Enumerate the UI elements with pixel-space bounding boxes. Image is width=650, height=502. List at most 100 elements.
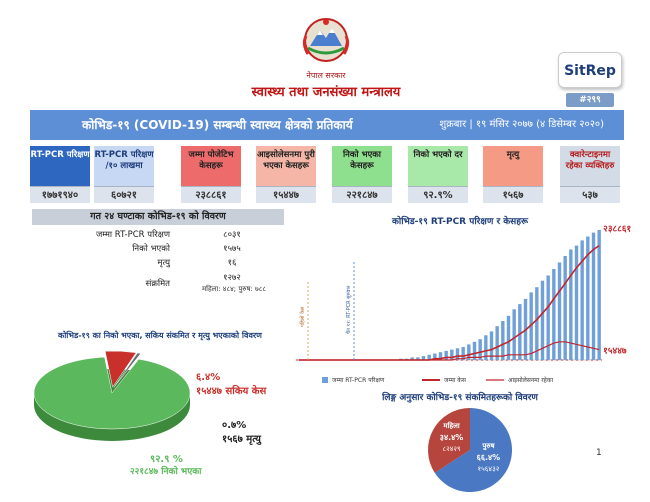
test-bar bbox=[478, 339, 482, 360]
end-label-isolation: १५४४७ bbox=[603, 347, 627, 357]
test-bar bbox=[546, 275, 550, 360]
row-label: निको भएको bbox=[132, 244, 170, 254]
card-total-positive-value: २३८८६१ bbox=[181, 186, 241, 203]
test-bar bbox=[444, 350, 448, 360]
row-label: मृत्यु bbox=[157, 258, 170, 268]
card-deaths-value: १५६७ bbox=[483, 186, 543, 203]
sex-slice-name: पुरुष bbox=[481, 442, 495, 451]
test-bar bbox=[467, 344, 471, 360]
infected-breakdown: महिला: ४८४; पुरुष: ७८८ bbox=[201, 285, 267, 293]
test-bar bbox=[569, 249, 573, 360]
card-isolation-value: १५४४७ bbox=[256, 186, 316, 203]
card-quarantine-value: ५३७ bbox=[560, 186, 620, 203]
pie-slice-0 bbox=[33, 356, 191, 430]
report-banner: कोभिड-१९ (COVID-19) सम्बन्धी स्वास्थ्य क… bbox=[30, 110, 624, 140]
test-bar bbox=[591, 232, 596, 360]
pie-death-pct: ०.७% bbox=[222, 420, 247, 431]
banner-title: कोभिड-१९ (COVID-19) सम्बन्धी स्वास्थ्य क… bbox=[82, 118, 353, 132]
nepal-emblem-icon bbox=[302, 18, 350, 62]
card-recovered-value: २२१८४७ bbox=[332, 186, 392, 203]
legend-isolation: आइसोलेसनमा रहेका bbox=[508, 376, 553, 384]
test-bar bbox=[540, 280, 545, 360]
row-value: १५७५ bbox=[223, 244, 241, 254]
test-bar bbox=[427, 354, 431, 360]
sex-slice-pct: ३४.४% bbox=[440, 433, 464, 442]
row-value: ८०३१ bbox=[223, 230, 241, 240]
annotation-first-case: पहिलो केस bbox=[299, 306, 306, 327]
last24-title: गत २४ घण्टाका कोभिड-१९ को विवरण bbox=[32, 209, 284, 225]
tests-cases-chart: पहिलो केस चैत ११: RT-PCR सुरुवात २३८८६१ १५४… bbox=[296, 225, 631, 384]
test-bar bbox=[518, 304, 522, 360]
pie-recovered-pct: ९२.९ % bbox=[150, 454, 183, 465]
sex-slice-0 bbox=[434, 408, 512, 492]
tests-cases-chart-title: कोभिड-१९ RT-PCR परिक्षण र केसहरू bbox=[391, 217, 529, 227]
government-label: नेपाल सरकार bbox=[306, 71, 346, 80]
card-recovered-label: निको भएका केसहरू bbox=[332, 146, 392, 186]
test-bar bbox=[489, 331, 494, 360]
sex-pie-chart: पुरुष ६६.४% १५६४३२ महिला ३४.४% ८२४२९ bbox=[428, 408, 512, 492]
test-bar bbox=[495, 326, 499, 360]
sex-pie-title: लिङ्ग अनुसार कोभिड-१९ संकमितहरूको विवरण bbox=[382, 393, 538, 403]
legend-tests: जम्मा RT-PCR परिक्षण bbox=[332, 376, 385, 384]
card-rtpcr-per-million-value: ६०७२१ bbox=[94, 186, 154, 203]
sex-slice-count: १५६४३२ bbox=[478, 465, 500, 473]
card-total-positive-label: जम्मा पोजेटिभ केसहरू bbox=[181, 146, 241, 186]
sitrep-number: #२९९ bbox=[566, 93, 614, 107]
row-value: १६ bbox=[227, 258, 237, 268]
test-bar bbox=[552, 269, 556, 360]
card-recovery-rate-label: निको भएको दर bbox=[408, 146, 468, 186]
sex-slice-count: ८२४२९ bbox=[442, 445, 461, 453]
test-bar bbox=[512, 309, 516, 360]
row-label: संक्रमित bbox=[145, 279, 170, 289]
isolation-line bbox=[298, 341, 600, 361]
card-rtpcr-label: RT-PCR परिक्षण bbox=[30, 146, 90, 186]
test-bar bbox=[586, 236, 590, 360]
test-bar bbox=[450, 349, 454, 360]
card-rtpcr-per-million-label: RT-PCR परिक्षण /१० लाखमा bbox=[94, 146, 154, 186]
test-bar bbox=[501, 321, 505, 360]
test-bar bbox=[574, 245, 579, 360]
legend-swatch-tests bbox=[322, 377, 328, 383]
test-bar bbox=[597, 230, 601, 360]
end-label-cases: २३८८६१ bbox=[603, 225, 631, 235]
sex-slice-name: महिला bbox=[442, 421, 460, 430]
test-bar bbox=[580, 240, 584, 360]
card-quarantine-label: क्वारेन्टाइनमा रहेका व्यक्तिहरु bbox=[560, 146, 620, 186]
test-bar bbox=[535, 287, 539, 360]
sitrep-badge: SitRep bbox=[558, 52, 622, 88]
sex-slice-1 bbox=[428, 408, 470, 473]
pie-active-pct: ६.४% bbox=[196, 372, 221, 383]
card-deaths-label: मृत्यु bbox=[483, 146, 543, 186]
pie-slice-2 bbox=[113, 352, 142, 388]
test-bar bbox=[461, 347, 465, 360]
pie-recovered-count: २२१८४७ निको भएका bbox=[130, 467, 202, 477]
test-bar bbox=[472, 341, 477, 360]
test-bar bbox=[433, 353, 437, 360]
test-bar bbox=[563, 256, 567, 360]
test-bar bbox=[421, 356, 426, 360]
banner-date: शुक्रबार | १९ मंसिर २०७७ (४ डिसेम्बर २०२… bbox=[439, 119, 604, 130]
outcome-pie-chart bbox=[33, 350, 191, 441]
test-bar bbox=[484, 335, 488, 360]
card-rtpcr-value: १७७१९४० bbox=[30, 186, 90, 203]
outcome-pie-title: कोभिड-१९ का निको भएका, सकिय संकमित र मृत… bbox=[58, 331, 262, 340]
test-bar bbox=[557, 262, 562, 360]
test-bar bbox=[506, 315, 511, 360]
test-bar bbox=[416, 357, 420, 360]
test-bar bbox=[529, 292, 533, 360]
legend-cases: जम्मा केस bbox=[444, 376, 467, 384]
pie-slice-1 bbox=[104, 350, 137, 388]
test-bar bbox=[455, 348, 460, 360]
ministry-title: स्वास्थ्य तथा जनसंख्या मन्त्रालय bbox=[251, 85, 401, 100]
test-bar bbox=[410, 357, 414, 360]
pie-active-count: १५४४७ सकिय केस bbox=[196, 386, 267, 397]
card-recovery-rate-value: ९२.९% bbox=[408, 186, 468, 203]
page-number: 1 bbox=[596, 448, 602, 458]
pie-death-count: १५६७ मृत्यु bbox=[222, 434, 261, 445]
sex-slice-pct: ६६.४% bbox=[477, 453, 501, 462]
annotation-rtpcr-start: चैत ११: RT-PCR सुरुवात bbox=[345, 285, 352, 334]
card-isolation-label: आइसोलेसनमा पुरी भएका केसहरू bbox=[256, 146, 316, 186]
test-bar bbox=[438, 352, 443, 360]
row-label: जम्मा RT-PCR परिक्षण bbox=[95, 230, 170, 240]
row-value: १२७२ bbox=[223, 273, 241, 283]
